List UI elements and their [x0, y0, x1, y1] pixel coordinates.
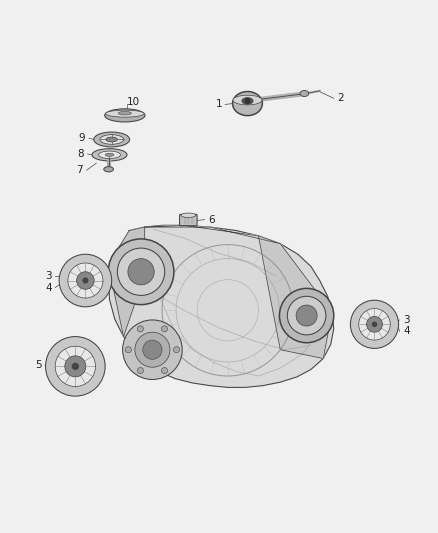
Text: 10: 10: [127, 97, 140, 107]
Circle shape: [372, 321, 377, 327]
Text: 1: 1: [216, 100, 223, 109]
Ellipse shape: [100, 135, 124, 144]
Ellipse shape: [99, 151, 120, 158]
Text: 7: 7: [77, 165, 83, 175]
Circle shape: [55, 346, 95, 386]
Polygon shape: [112, 227, 145, 336]
Circle shape: [117, 248, 165, 295]
Circle shape: [350, 300, 399, 349]
Text: 5: 5: [35, 360, 42, 370]
Circle shape: [359, 309, 390, 340]
Ellipse shape: [300, 91, 309, 96]
Text: 3: 3: [45, 271, 52, 281]
Ellipse shape: [105, 154, 114, 156]
FancyBboxPatch shape: [180, 214, 197, 226]
Circle shape: [244, 98, 251, 104]
Text: 4: 4: [403, 326, 410, 336]
Circle shape: [77, 272, 94, 289]
Polygon shape: [258, 236, 332, 359]
Text: 6: 6: [208, 215, 215, 224]
Text: 9: 9: [79, 133, 85, 143]
Circle shape: [108, 239, 174, 304]
Ellipse shape: [92, 149, 127, 161]
Circle shape: [161, 368, 167, 374]
Ellipse shape: [106, 137, 117, 142]
Circle shape: [135, 332, 170, 367]
Ellipse shape: [94, 132, 130, 147]
Text: 8: 8: [78, 149, 84, 159]
Circle shape: [137, 368, 143, 374]
Circle shape: [123, 320, 182, 379]
Ellipse shape: [242, 98, 253, 104]
Circle shape: [46, 336, 105, 396]
Circle shape: [128, 259, 154, 285]
Circle shape: [59, 254, 112, 307]
Ellipse shape: [233, 95, 262, 105]
Circle shape: [68, 263, 103, 298]
Circle shape: [161, 326, 167, 332]
Circle shape: [296, 305, 317, 326]
Ellipse shape: [181, 213, 196, 217]
Text: 2: 2: [337, 93, 344, 103]
Text: 3: 3: [403, 315, 410, 325]
Circle shape: [143, 340, 162, 359]
Circle shape: [125, 346, 131, 353]
Circle shape: [279, 288, 334, 343]
Circle shape: [367, 317, 382, 332]
Text: 4: 4: [45, 282, 52, 293]
Circle shape: [82, 278, 88, 284]
Circle shape: [137, 326, 143, 332]
Ellipse shape: [118, 111, 131, 115]
Circle shape: [65, 356, 86, 377]
Ellipse shape: [233, 92, 262, 116]
Circle shape: [72, 362, 79, 370]
Circle shape: [173, 346, 180, 353]
Ellipse shape: [106, 110, 144, 117]
Ellipse shape: [105, 109, 145, 122]
Circle shape: [287, 296, 326, 335]
Polygon shape: [145, 225, 280, 244]
Ellipse shape: [104, 167, 113, 172]
Polygon shape: [109, 225, 334, 387]
